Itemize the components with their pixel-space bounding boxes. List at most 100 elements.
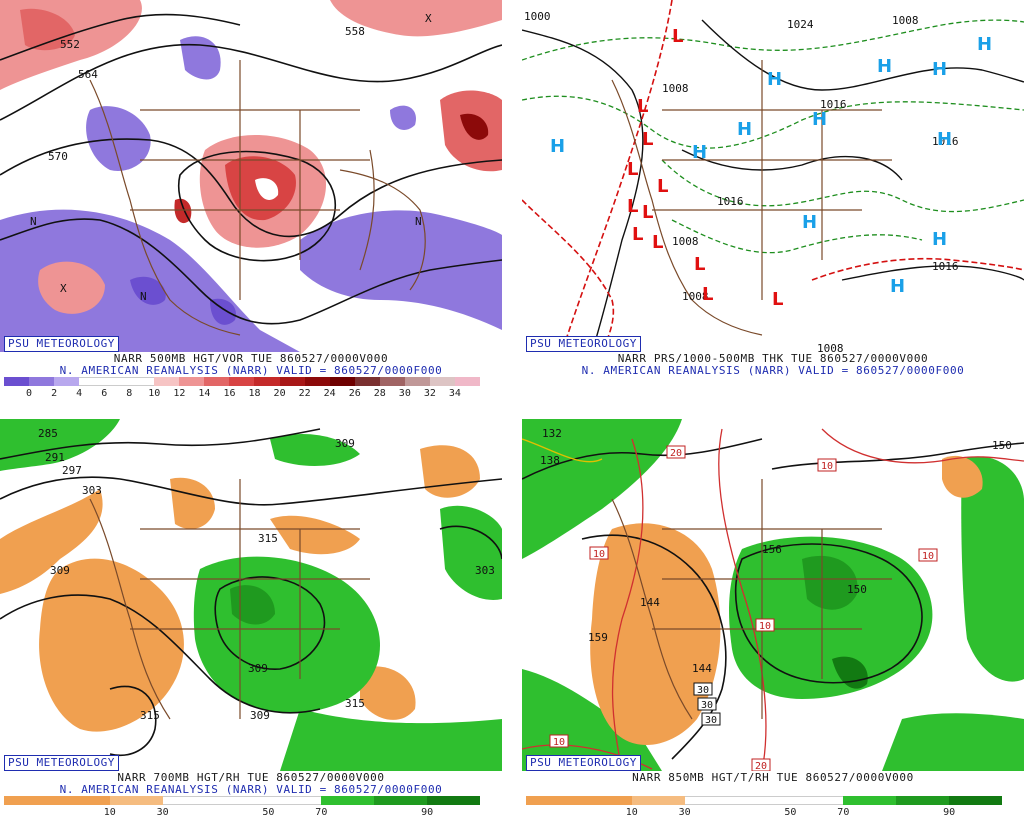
panel-caption: NARR PRS/1000-500MB THK TUE 860527/0000V… [617, 352, 929, 365]
colorbar-swatch [4, 796, 57, 805]
psu-logo: PSU METEOROLOGY [4, 755, 119, 771]
colorbar-swatch [374, 796, 427, 805]
isobar-label: 1000 [524, 10, 551, 23]
colorbar-tick-label: 8 [126, 388, 133, 399]
colorbar-swatch [162, 796, 216, 805]
temp-label: 10 [922, 551, 934, 562]
map-frame: 285 291 297 303 309 315 309 303 309 315 … [0, 419, 502, 819]
colorbar-swatch [843, 796, 897, 805]
isobar-label: 1016 [932, 135, 959, 148]
isobar-label: 1016 [717, 195, 744, 208]
colorbar-swatch [427, 796, 480, 805]
contour-label: 552 [60, 38, 80, 51]
low-pressure-marker: L [694, 254, 705, 275]
panel-700mb-rh: 285 291 297 303 309 315 309 303 309 315 … [0, 419, 502, 819]
isobar-label: 1008 [892, 14, 919, 27]
colorbar-tick-label: 34 [448, 388, 461, 399]
colorbar-tick-label: 24 [323, 388, 336, 399]
isobar-label: 1024 [787, 18, 814, 31]
high-pressure-marker: H [737, 119, 752, 140]
low-pressure-marker: L [652, 232, 663, 253]
colorbar-tick-label: 28 [373, 388, 386, 399]
contour-label: 285 [38, 427, 58, 440]
high-pressure-marker: H [890, 276, 905, 297]
colorbar-swatch [109, 796, 163, 805]
colorbar-swatch [179, 377, 205, 386]
temp-label: 30 [705, 715, 717, 726]
colorbar-ticks: 10 30 50 70 90 [526, 807, 1002, 819]
low-pressure-marker: L [642, 202, 653, 223]
colorbar-swatch [454, 377, 480, 386]
contour-label: 315 [140, 709, 160, 722]
panel-850mb-rh: 132 138 144 150 156 150 144 159 20 10 10… [522, 419, 1024, 819]
rh700-map: 285 291 297 303 309 315 309 303 309 315 … [0, 419, 502, 771]
panel-caption: NARR 500MB HGT/VOR TUE 860527/0000V000 [113, 352, 389, 365]
colorbar-tick-label: 50 [784, 807, 797, 818]
psu-logo: PSU METEOROLOGY [526, 755, 641, 771]
panel-subcaption: N. AMERICAN REANALYSIS (NARR) VALID = 86… [59, 364, 443, 377]
colorbar-tick-label: 30 [678, 807, 691, 818]
low-pressure-marker: L [772, 289, 783, 310]
colorbar-swatch [737, 796, 791, 805]
low-pressure-marker: L [672, 26, 683, 47]
colorbar-ticks: 10 30 50 70 90 [4, 807, 480, 819]
temp-label: 20 [755, 761, 767, 771]
colorbar-swatch [429, 377, 455, 386]
colorbar-swatch [631, 796, 685, 805]
psu-logo: PSU METEOROLOGY [526, 336, 641, 352]
colorbar-swatch [684, 796, 738, 805]
colorbar-tick-label: 10 [148, 388, 161, 399]
colorbar-swatch [379, 377, 405, 386]
colorbar-swatch [304, 377, 330, 386]
colorbar-swatch [949, 796, 1002, 805]
colorbar-tick-label: 10 [625, 807, 638, 818]
colorbar-swatch [79, 377, 105, 386]
colorbar-swatch [104, 377, 130, 386]
panel-subcaption: N. AMERICAN REANALYSIS (NARR) VALID = 86… [581, 364, 965, 377]
high-pressure-marker: H [932, 229, 947, 250]
contour-label: 138 [540, 454, 560, 467]
rh850-map: 132 138 144 150 156 150 144 159 20 10 10… [522, 419, 1024, 771]
colorbar-tick-label: 10 [103, 807, 116, 818]
contour-label: 150 [992, 439, 1012, 452]
contour-label: 315 [258, 532, 278, 545]
isobar-label: 1008 [817, 342, 844, 352]
contour-label: 291 [45, 451, 65, 464]
colorbar-swatch [329, 377, 355, 386]
low-pressure-marker: L [627, 196, 638, 217]
colorbar-tick-label: 90 [421, 807, 434, 818]
low-pressure-marker: L [702, 284, 713, 305]
colorbar-tick-label: 16 [223, 388, 236, 399]
temp-label: 10 [821, 461, 833, 472]
contour-label: 144 [692, 662, 712, 675]
vort-max-marker: X [60, 282, 67, 295]
colorbar-tick-label: 90 [943, 807, 956, 818]
colorbar-swatch [56, 796, 110, 805]
colorbar-swatch [54, 377, 80, 386]
colorbar-swatch [404, 377, 430, 386]
colorbar-swatch [578, 796, 632, 805]
temp-label: 10 [759, 621, 771, 632]
contour-label: 564 [78, 68, 98, 81]
temp-label: 10 [553, 737, 565, 748]
vort-max-marker: X [425, 12, 432, 25]
contour-label: 309 [50, 564, 70, 577]
high-pressure-marker: H [550, 136, 565, 157]
high-pressure-marker: H [802, 212, 817, 233]
colorbar-swatch [268, 796, 322, 805]
high-pressure-marker: H [692, 142, 707, 163]
contour-label: 297 [62, 464, 82, 477]
low-pressure-marker: L [627, 159, 638, 180]
colorbar-tick-label: 70 [837, 807, 850, 818]
colorbar-tick-label: 50 [262, 807, 275, 818]
colorbar-tick-label: 22 [298, 388, 311, 399]
isobar-label: 1008 [682, 290, 709, 303]
temp-label: 10 [593, 549, 605, 560]
colorbar-tick-label: 12 [173, 388, 186, 399]
colorbar-tick-label: 14 [198, 388, 211, 399]
colorbar [4, 377, 480, 386]
temp-label: 30 [701, 700, 713, 711]
vort-min-marker: N [415, 215, 422, 228]
low-pressure-marker: L [642, 129, 653, 150]
colorbar-swatch [279, 377, 305, 386]
